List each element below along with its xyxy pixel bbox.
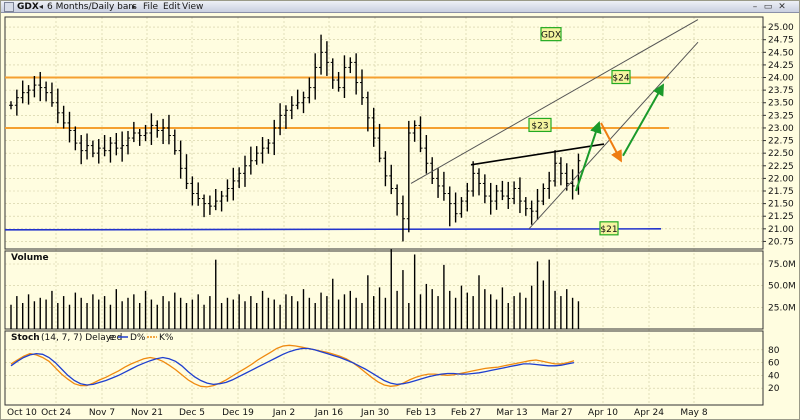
date-tick-label: Jan 2	[272, 408, 295, 418]
projection-arrow-up-2	[622, 83, 664, 157]
stoch-k-line	[10, 344, 575, 388]
period-label[interactable]: 6 Months/Daily bars	[47, 2, 137, 12]
volume-tick-label: 25.0M	[768, 303, 796, 313]
level-label-box	[611, 69, 631, 85]
level-label-text: $24	[612, 74, 629, 84]
stochastic-legend: Stoch (14, 7, 7) Delayed e D% K%	[11, 333, 174, 343]
date-tick-label: Dec 5	[179, 408, 205, 418]
date-tick-label: May 8	[680, 408, 707, 418]
date-tick-label: Mar 13	[496, 408, 527, 418]
wedge-top-line	[470, 143, 605, 166]
annotations: GDX $24 $23 $21	[410, 19, 699, 236]
price-tick-label: 21.25	[768, 212, 794, 222]
price-tick-label: 21.00	[768, 225, 794, 235]
grid-lines	[4, 17, 763, 405]
channel-lower-line	[528, 41, 699, 230]
price-tick-label: 23.25	[768, 111, 794, 121]
stoch-tick-label: 80	[768, 346, 780, 356]
date-tick-label: Oct 10	[7, 408, 37, 418]
projection-arrow-down	[600, 122, 622, 163]
level-label-box	[599, 221, 619, 236]
volume-axis: 75.0M 50.0M 25.0M	[768, 260, 796, 313]
price-tick-label: 22.50	[768, 149, 794, 159]
date-tick-label: Nov 7	[89, 408, 115, 418]
volume-tick-label: 50.0M	[768, 282, 796, 292]
k-legend-label: K%	[159, 333, 174, 343]
restore-icon[interactable]: ▭	[763, 2, 773, 12]
price-tick-label: 22.75	[768, 137, 794, 147]
price-tick-label: 25.00	[768, 23, 794, 33]
price-tick-label: 22.25	[768, 162, 794, 172]
close-icon[interactable]: ✕	[778, 2, 786, 12]
panel-frames	[4, 16, 764, 406]
support-line	[4, 228, 662, 231]
stoch-tick-label: 60	[768, 359, 780, 369]
date-tick-label: Nov 21	[131, 408, 163, 418]
level-label-text: $21	[600, 225, 617, 235]
chart-canvas: 25.00 24.75 24.50 24.25 24.00 23.75 23.50 23.25…	[4, 16, 796, 418]
price-tick-label: 22.00	[768, 174, 794, 184]
stochastic-axis: 80 60 40 20	[768, 346, 780, 394]
date-tick-label: Apr 10	[588, 408, 618, 418]
date-tick-label: Feb 27	[451, 408, 481, 418]
date-axis: Oct 10 Oct 24 Nov 7 Nov 21 Dec 5 Dec 19 Jan 2 J…	[7, 408, 708, 418]
level-label-text: $23	[531, 121, 548, 131]
date-tick-label: Apr 24	[634, 408, 664, 418]
stoch-title: Stoch	[11, 333, 40, 343]
level-label-box	[528, 117, 552, 133]
stoch-params-marker: e	[109, 333, 115, 343]
price-tick-label: 23.00	[768, 124, 794, 134]
price-tick-label: 21.50	[768, 200, 794, 210]
date-tick-label: Mar 27	[541, 408, 572, 418]
stoch-params: (14, 7, 7) Delayed	[41, 333, 122, 343]
date-tick-label: Dec 19	[222, 408, 254, 418]
channel-upper-line	[410, 19, 699, 184]
projection-arrow-up-1	[575, 121, 602, 192]
date-tick-label: Jan 16	[314, 408, 343, 418]
stoch-tick-label: 40	[768, 371, 780, 381]
volume-tick-label: 75.0M	[768, 260, 796, 270]
price-tick-label: 23.50	[768, 99, 794, 109]
price-tick-label: 24.00	[768, 74, 794, 84]
d-legend-label: D%	[130, 333, 146, 343]
volume-bars	[10, 249, 580, 329]
price-tick-label: 20.75	[768, 237, 794, 247]
menu-edit[interactable]: Edit	[163, 2, 181, 12]
price-tick-label: 24.50	[768, 48, 794, 58]
price-tick-label: 24.75	[768, 36, 794, 46]
volume-title: Volume	[11, 253, 49, 263]
price-bars	[9, 34, 581, 242]
level-label-box	[540, 27, 562, 42]
menu-view[interactable]: View	[182, 2, 204, 12]
menu-file[interactable]: File	[143, 2, 159, 12]
price-levels	[4, 76, 669, 231]
arrow-right-icon[interactable]: ▸	[132, 2, 137, 11]
stoch-d-line	[10, 347, 575, 386]
price-tick-label: 24.25	[768, 61, 794, 71]
minimize-icon[interactable]: –	[752, 2, 758, 12]
price-tick-label: 21.75	[768, 187, 794, 197]
window-menu-icon[interactable]	[4, 2, 14, 12]
price-axis: 25.00 24.75 24.50 24.25 24.00 23.75 23.50 23.25…	[763, 23, 794, 247]
level-label-text: GDX	[541, 31, 561, 41]
date-tick-label: Jan 30	[360, 408, 389, 418]
price-tick-label: 23.75	[768, 86, 794, 96]
date-tick-label: Feb 13	[406, 408, 436, 418]
date-tick-label: Oct 24	[41, 408, 71, 418]
symbol-label[interactable]: GDX	[17, 2, 39, 12]
stoch-tick-label: 20	[768, 384, 780, 394]
arrow-left-icon[interactable]: ◂	[39, 2, 44, 11]
title-bar: GDX ◂ 6 Months/Daily bars ▸ File Edit Vi…	[1, 1, 799, 13]
